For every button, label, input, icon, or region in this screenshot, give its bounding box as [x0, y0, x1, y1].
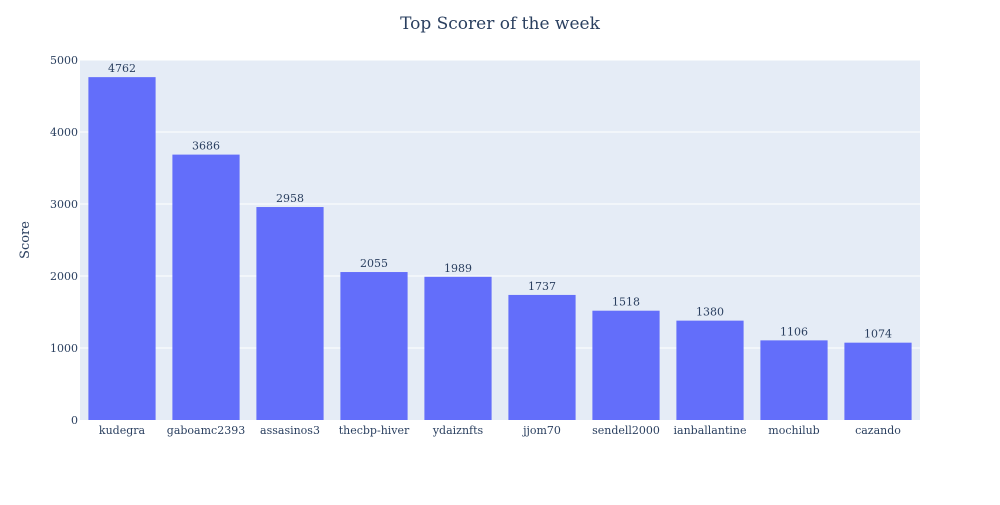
y-axis-ticks: 0 1000 2000 3000 4000 5000: [50, 54, 78, 427]
x-tick-label-jjom70: jjom70: [521, 424, 561, 437]
data-label-jjom70: 1737: [528, 280, 556, 293]
x-tick-label-cazando: cazando: [855, 424, 901, 437]
x-tick-label-sendell2000: sendell2000: [592, 424, 660, 437]
data-label-mochilub: 1106: [780, 325, 808, 338]
x-tick-label-kudegra: kudegra: [99, 424, 146, 437]
bar-ydaiznfts[interactable]: [424, 276, 492, 420]
data-label-assasinos3: 2958: [276, 192, 304, 205]
data-label-cazando: 1074: [864, 328, 892, 341]
x-axis-ticks: kudegra gaboamc2393 assasinos3 thecbp-hiver…: [99, 424, 901, 437]
y-tick-label: 2000: [50, 270, 78, 283]
x-tick-label-ianballantine: ianballantine: [674, 424, 747, 437]
y-axis-title: Score: [18, 221, 33, 259]
bar-thecbp-hiver[interactable]: [340, 272, 408, 420]
bar-kudegra[interactable]: [88, 77, 156, 421]
bar-sendell2000[interactable]: [592, 310, 660, 420]
data-label-ydaiznfts: 1989: [444, 262, 472, 275]
x-tick-label-gaboamc2393: gaboamc2393: [167, 424, 245, 437]
data-label-ianballantine: 1380: [696, 306, 724, 319]
x-tick-label-ydaiznfts: ydaiznfts: [432, 424, 484, 437]
chart-title: Top Scorer of the week: [400, 14, 601, 34]
bar-assasinos3[interactable]: [256, 207, 324, 420]
bars: [88, 77, 912, 421]
bar-ianballantine[interactable]: [676, 320, 744, 420]
data-label-gaboamc2393: 3686: [192, 140, 220, 153]
bar-cazando[interactable]: [844, 342, 912, 420]
data-label-thecbp-hiver: 2055: [360, 257, 388, 270]
y-tick-label: 0: [71, 414, 78, 427]
y-tick-label: 4000: [50, 126, 78, 139]
x-tick-label-mochilub: mochilub: [768, 424, 819, 437]
x-tick-label-thecbp-hiver: thecbp-hiver: [339, 424, 410, 437]
x-tick-label-assasinos3: assasinos3: [260, 424, 320, 437]
data-labels: 4762 3686 2958 2055 1989 1737 1518 1380 1106 1074: [108, 62, 892, 341]
y-tick-label: 3000: [50, 198, 78, 211]
bar-jjom70[interactable]: [508, 294, 576, 420]
data-label-sendell2000: 1518: [612, 296, 640, 309]
y-tick-label: 5000: [50, 54, 78, 67]
y-tick-label: 1000: [50, 342, 78, 355]
bar-mochilub[interactable]: [760, 340, 828, 420]
bar-gaboamc2393[interactable]: [172, 154, 240, 420]
data-label-kudegra: 4762: [108, 62, 136, 75]
